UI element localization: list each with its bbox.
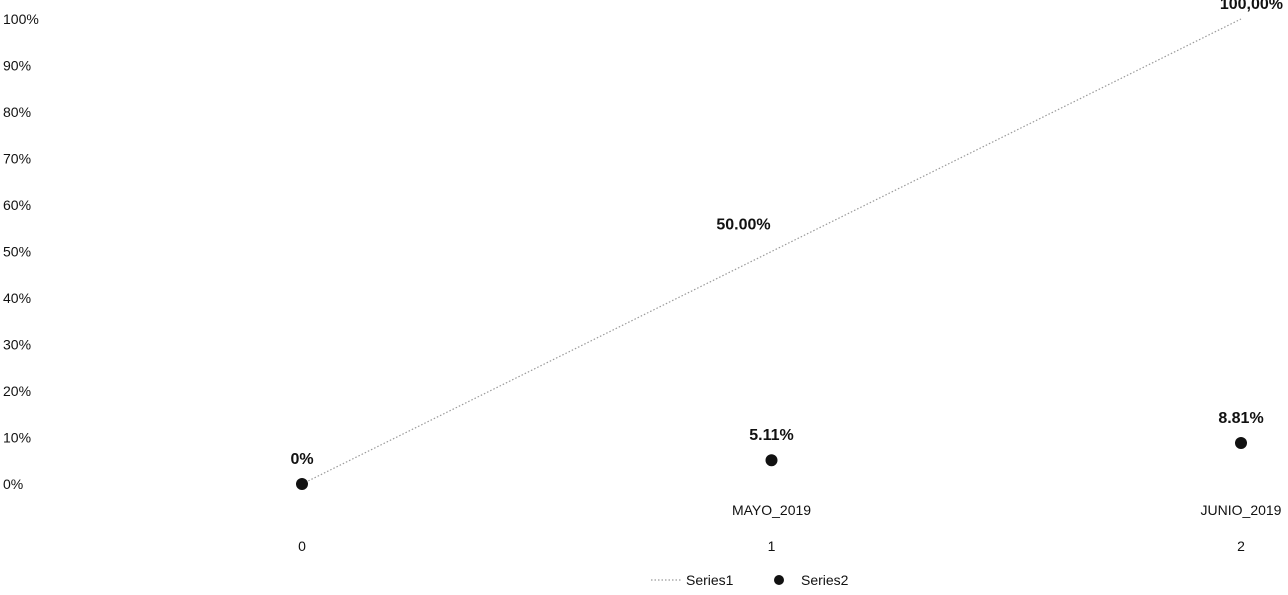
series2-data-label: 8.81%	[1218, 410, 1263, 427]
y-tick-label: 80%	[3, 104, 31, 120]
y-tick-label: 50%	[3, 244, 31, 260]
x-tick-label: 1	[768, 538, 776, 554]
category-label: JUNIO_2019	[1201, 502, 1282, 518]
series2-marker	[765, 454, 778, 467]
series1-data-label: 100,00%	[1220, 0, 1283, 13]
series2-data-label: 0%	[290, 451, 313, 468]
y-axis: 0% 10% 20% 30% 40% 50% 60% 70% 80% 90% 100%	[3, 11, 39, 492]
x-axis: MAYO_2019 JUNIO_2019 0 1 2	[298, 502, 1282, 554]
y-tick-label: 40%	[3, 290, 31, 306]
category-label: MAYO_2019	[732, 502, 811, 518]
plot-area: 50.00% 100,00% 0% 5.11% 8.81%	[290, 0, 1283, 490]
series1-data-label: 50.00%	[716, 217, 770, 234]
x-tick-label: 2	[1237, 538, 1245, 554]
series2-marker	[1235, 437, 1247, 450]
y-tick-label: 20%	[3, 383, 31, 399]
y-tick-label: 60%	[3, 197, 31, 213]
y-tick-label: 0%	[3, 476, 23, 492]
legend-series2-swatch	[774, 575, 784, 585]
legend-series2-label: Series2	[801, 572, 849, 588]
legend: Series1 Series2	[651, 572, 849, 588]
y-tick-label: 100%	[3, 11, 39, 27]
y-tick-label: 70%	[3, 151, 31, 167]
y-tick-label: 10%	[3, 430, 31, 446]
series2-data-label: 5.11%	[749, 427, 793, 444]
y-tick-label: 90%	[3, 58, 31, 74]
series2-marker	[296, 478, 308, 490]
x-tick-label: 0	[298, 538, 306, 554]
series1-line	[301, 18, 1242, 485]
legend-series1-label: Series1	[686, 572, 734, 588]
y-tick-label: 30%	[3, 337, 31, 353]
